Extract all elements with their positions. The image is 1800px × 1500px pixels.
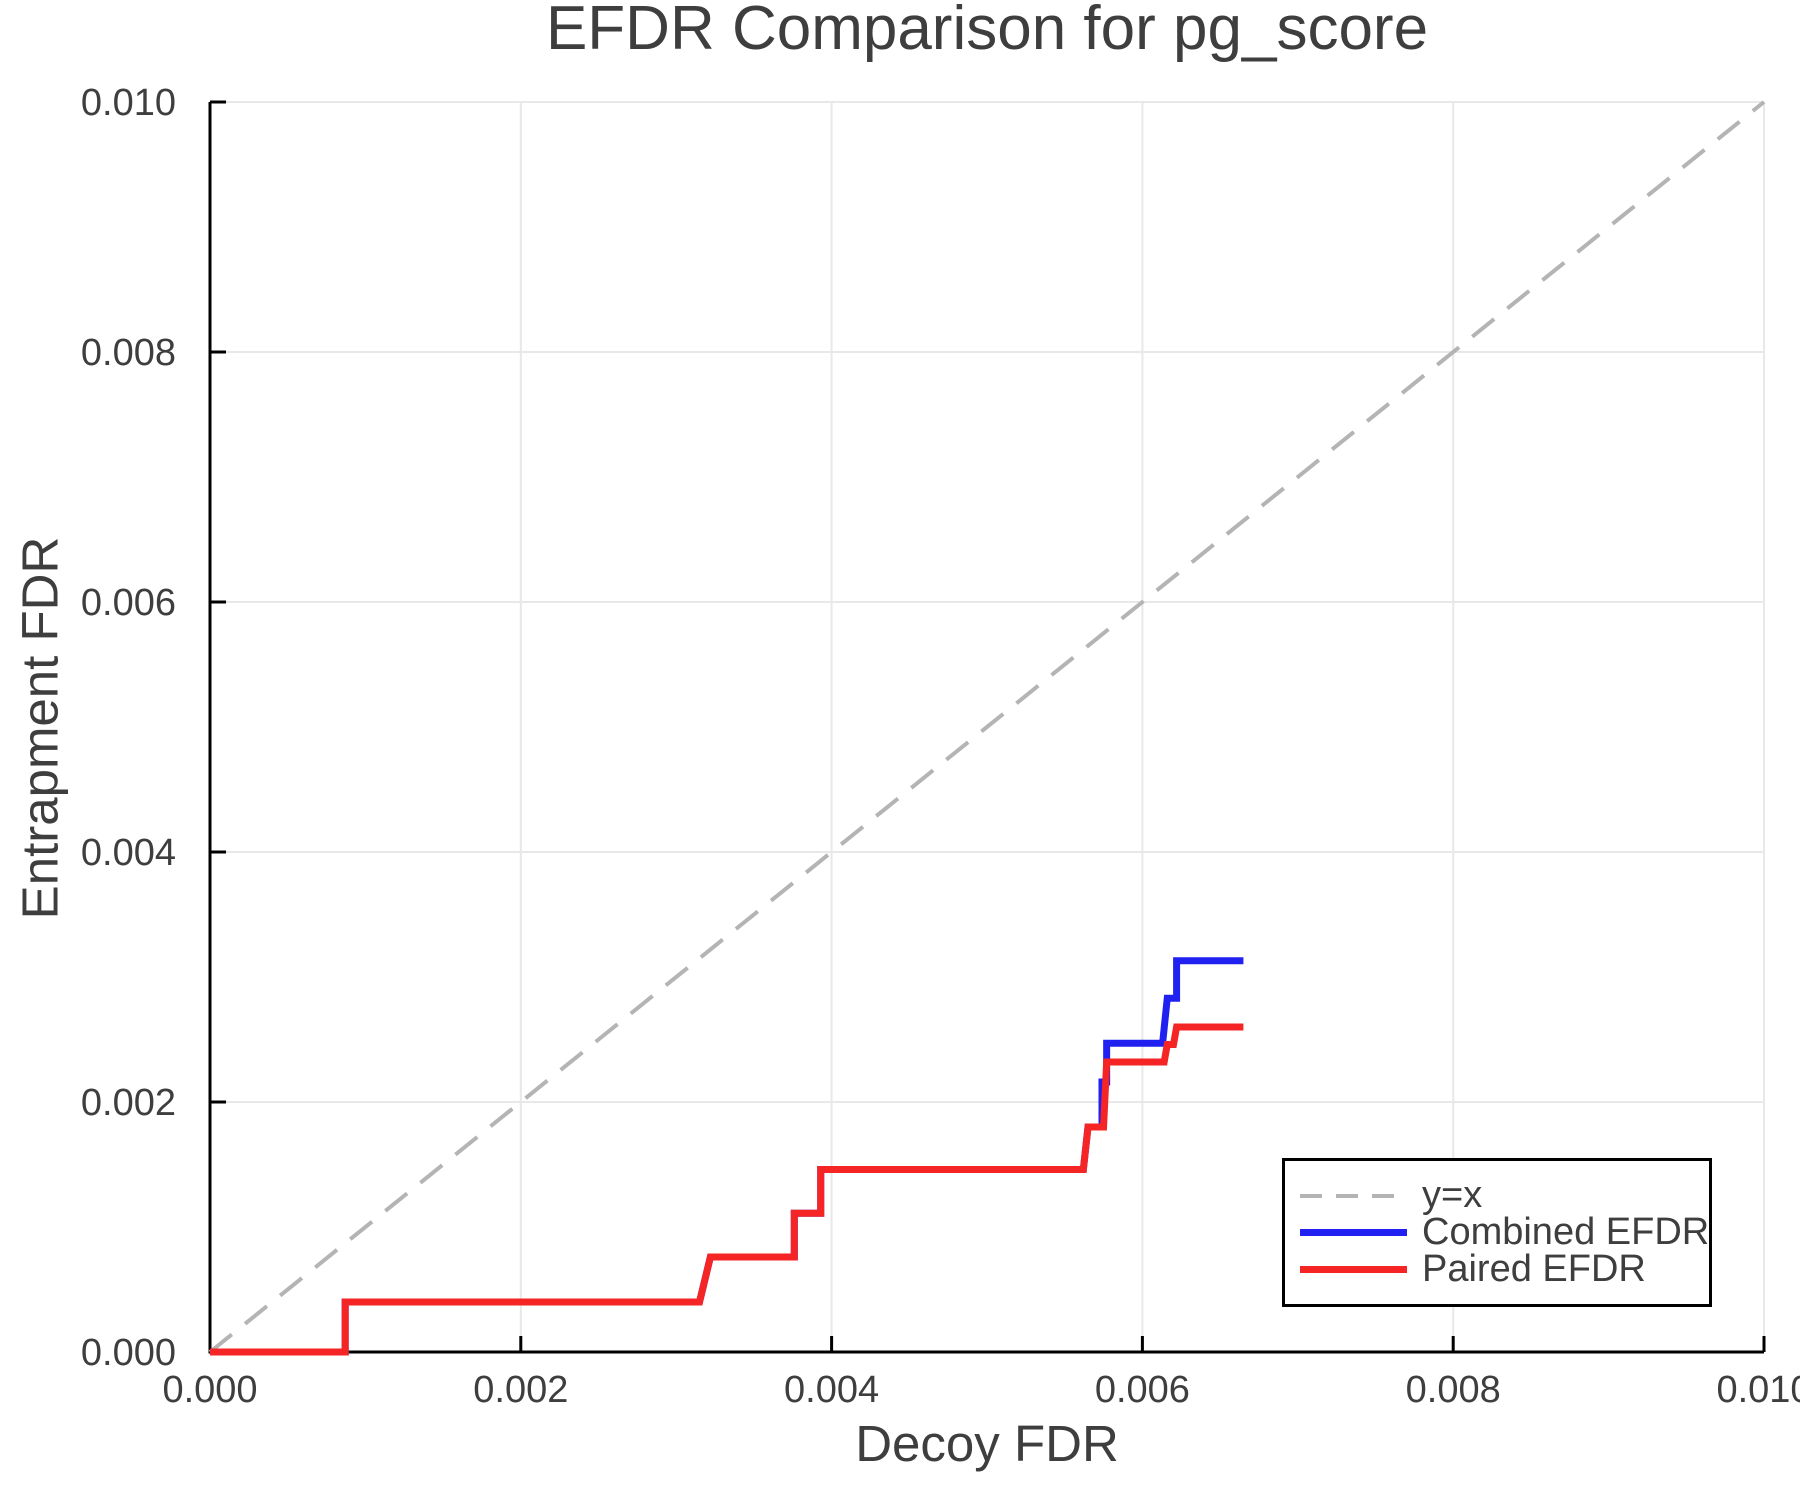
y-tick-label: 0.010: [81, 82, 176, 124]
y-tick-label: 0.004: [81, 832, 176, 874]
legend: y=x Combined EFDR Paired EFDR: [1282, 1158, 1712, 1307]
y-tick-label: 0.000: [81, 1332, 176, 1374]
legend-item-combined-efdr: Combined EFDR: [1300, 1211, 1710, 1253]
x-tick-label: 0.000: [162, 1369, 257, 1411]
x-tick-label: 0.008: [1406, 1369, 1501, 1411]
chart-title: EFDR Comparison for pg_score: [545, 0, 1429, 63]
x-tick-label: 0.010: [1716, 1369, 1800, 1411]
legend-label: Paired EFDR: [1422, 1248, 1646, 1290]
y-tick-label: 0.008: [81, 332, 176, 374]
x-tick-label: 0.004: [784, 1369, 879, 1411]
paired-efdr-line-sample: [1300, 1266, 1407, 1273]
legend-item-paired-efdr: Paired EFDR: [1300, 1248, 1709, 1290]
paired-efdr-line: [210, 1023, 1244, 1356]
y-tick-label: 0.002: [81, 1082, 176, 1124]
combined-efdr-line: [210, 957, 1244, 1356]
identity-line: [208, 100, 1766, 1354]
legend-item-identity: y=x: [1300, 1174, 1709, 1216]
x-axis-title: Decoy FDR: [855, 1415, 1119, 1472]
x-tick-label: 0.002: [473, 1369, 568, 1411]
legend-label: Combined EFDR: [1422, 1211, 1710, 1253]
combined-efdr-line-sample: [1300, 1229, 1407, 1236]
x-tick-label: 0.006: [1095, 1369, 1190, 1411]
legend-label: y=x: [1422, 1174, 1483, 1216]
y-tick-label: 0.006: [81, 582, 176, 624]
identity-line-sample: [1300, 1193, 1407, 1198]
